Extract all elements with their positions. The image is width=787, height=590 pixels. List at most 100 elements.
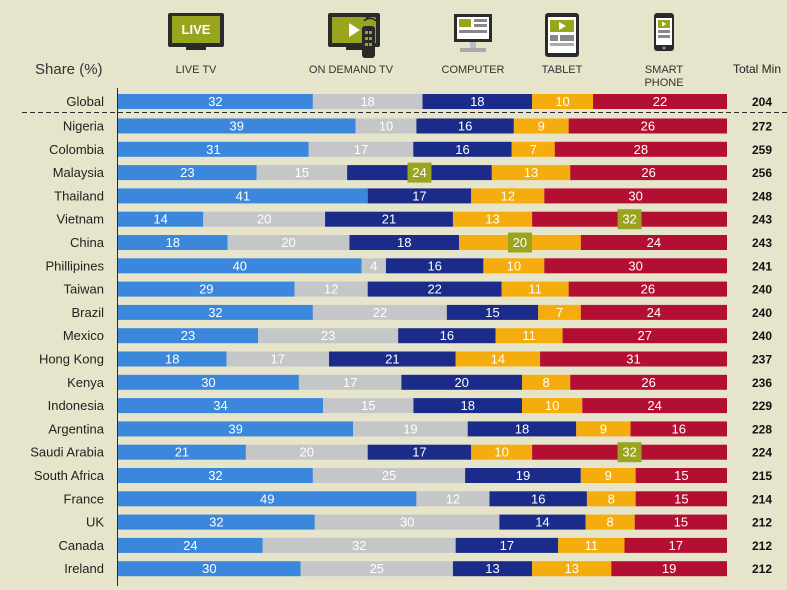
bar-nigeria-on-demand-tv <box>355 118 417 134</box>
bar-hong-kong-computer <box>329 351 456 367</box>
bar-global-tablet <box>532 94 594 109</box>
bar-canada-computer <box>455 537 559 553</box>
smartphone-icon <box>654 13 674 51</box>
value-label-indonesia-on-demand-tv: 15 <box>361 398 375 413</box>
bar-taiwan-computer <box>367 281 502 297</box>
bar-phillipines-on-demand-tv <box>361 258 386 274</box>
bar-mexico-smartphone <box>562 328 727 344</box>
value-label-saudi-arabia-computer: 17 <box>412 445 426 460</box>
header-computer-label: COMPUTER <box>442 64 505 76</box>
total-minutes-taiwan: 240 <box>752 283 772 297</box>
value-label-thailand-tablet: 12 <box>501 188 515 203</box>
value-label-saudi-arabia-tablet: 10 <box>494 445 508 460</box>
value-label-france-on-demand-tv: 12 <box>446 491 460 506</box>
bar-brazil-tablet <box>538 304 581 320</box>
bar-indonesia-tablet <box>521 398 583 414</box>
value-label-mexico-computer: 16 <box>440 328 454 343</box>
value-label-vietnam-smartphone: 32 <box>622 212 636 227</box>
bar-south-africa-tablet <box>580 468 636 483</box>
live-tv-icon: LIVE <box>168 13 224 50</box>
value-label-ireland-on-demand-tv: 25 <box>370 561 384 576</box>
bar-vietnam-tablet <box>452 211 533 227</box>
bar-phillipines-smartphone <box>544 258 727 274</box>
total-minutes-kenya: 236 <box>752 376 772 390</box>
value-label-kenya-tablet: 8 <box>542 375 549 390</box>
bar-malaysia-live-tv <box>118 165 257 181</box>
bar-malaysia-on-demand-tv <box>256 165 348 181</box>
bar-phillipines-live-tv <box>118 258 362 274</box>
country-label-phillipines: Phillipines <box>45 258 104 273</box>
bar-mexico-on-demand-tv <box>258 328 399 344</box>
country-label-nigeria: Nigeria <box>63 119 105 134</box>
bar-saudi-arabia-computer <box>367 444 472 460</box>
value-label-argentina-smartphone: 16 <box>672 421 686 436</box>
bar-taiwan-on-demand-tv <box>294 281 368 297</box>
country-label-malaysia: Malaysia <box>53 165 105 180</box>
bar-china-on-demand-tv <box>227 235 350 250</box>
bar-colombia-smartphone <box>554 141 727 157</box>
bar-global-live-tv <box>118 94 313 109</box>
value-label-vietnam-on-demand-tv: 20 <box>257 212 271 227</box>
total-minutes-vietnam: 243 <box>752 213 772 227</box>
value-label-france-live-tv: 49 <box>260 491 274 506</box>
value-label-indonesia-tablet: 10 <box>545 398 559 413</box>
bar-mexico-tablet <box>495 328 563 344</box>
bar-nigeria-smartphone <box>568 118 727 134</box>
value-label-argentina-live-tv: 39 <box>228 421 242 436</box>
highlight-box-malaysia <box>407 162 432 183</box>
country-label-argentina: Argentina <box>48 421 104 436</box>
bar-argentina-tablet <box>576 421 631 437</box>
value-label-china-tablet: 20 <box>513 235 527 250</box>
value-label-hong-kong-on-demand-tv: 17 <box>271 352 285 367</box>
value-label-mexico-live-tv: 23 <box>181 328 195 343</box>
bar-kenya-tablet <box>521 374 571 390</box>
bar-vietnam-live-tv <box>118 211 204 227</box>
bar-thailand-smartphone <box>544 188 727 204</box>
bar-south-africa-smartphone <box>635 468 727 483</box>
total-minutes-ireland: 212 <box>752 562 772 576</box>
bar-colombia-live-tv <box>118 141 309 157</box>
value-label-mexico-on-demand-tv: 23 <box>321 328 335 343</box>
value-label-global-on-demand-tv: 18 <box>360 94 374 109</box>
total-minutes-saudi-arabia: 224 <box>752 446 772 460</box>
value-label-vietnam-live-tv: 14 <box>153 212 167 227</box>
bar-ireland-on-demand-tv <box>300 561 453 577</box>
bar-china-smartphone <box>580 235 727 250</box>
value-label-brazil-computer: 15 <box>485 305 499 320</box>
value-label-canada-live-tv: 24 <box>183 538 197 553</box>
value-label-france-smartphone: 15 <box>674 491 688 506</box>
value-label-colombia-live-tv: 31 <box>206 142 220 157</box>
total-minutes-canada: 212 <box>752 539 772 553</box>
bar-uk-smartphone <box>634 514 727 530</box>
value-label-brazil-on-demand-tv: 22 <box>373 305 387 320</box>
bar-kenya-on-demand-tv <box>298 374 402 390</box>
value-label-kenya-computer: 20 <box>454 375 468 390</box>
value-label-taiwan-live-tv: 29 <box>199 282 213 297</box>
total-minutes-south-africa: 215 <box>752 469 772 483</box>
bar-brazil-live-tv <box>118 304 313 320</box>
value-label-global-tablet: 10 <box>555 94 569 109</box>
bar-france-smartphone <box>635 491 727 507</box>
total-minutes-malaysia: 256 <box>752 166 772 180</box>
bar-malaysia-tablet <box>491 165 571 181</box>
svg-text:LIVE: LIVE <box>182 22 211 37</box>
country-label-taiwan: Taiwan <box>64 282 104 297</box>
bar-brazil-computer <box>446 304 539 320</box>
value-label-hong-kong-computer: 21 <box>385 352 399 367</box>
value-label-saudi-arabia-on-demand-tv: 20 <box>300 445 314 460</box>
bar-colombia-tablet <box>511 141 555 157</box>
bar-argentina-live-tv <box>118 421 354 437</box>
on-demand-tv-icon <box>328 13 380 58</box>
value-label-uk-on-demand-tv: 30 <box>400 515 414 530</box>
country-label-global: Global <box>66 94 104 109</box>
bar-hong-kong-tablet <box>455 351 541 367</box>
value-label-saudi-arabia-live-tv: 21 <box>175 445 189 460</box>
bar-hong-kong-on-demand-tv <box>226 351 330 367</box>
bar-argentina-computer <box>467 421 577 437</box>
country-label-colombia: Colombia <box>49 142 105 157</box>
country-label-saudi-arabia: Saudi Arabia <box>30 445 104 460</box>
value-label-argentina-computer: 18 <box>515 421 529 436</box>
bar-canada-tablet <box>558 537 625 553</box>
value-label-china-smartphone: 24 <box>647 235 661 250</box>
value-label-indonesia-smartphone: 24 <box>647 398 661 413</box>
